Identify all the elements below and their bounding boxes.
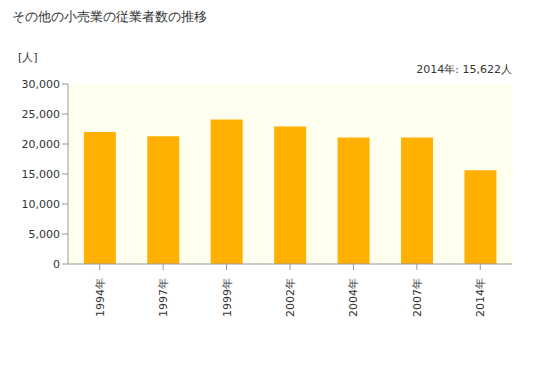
svg-text:30,000: 30,000 — [22, 78, 61, 91]
svg-text:2004年: 2004年 — [347, 278, 360, 317]
html-text:その他の小売業の従業者数の推移: その他の小売業の従業者数の推移 — [12, 9, 207, 24]
svg-text:2002年: 2002年 — [284, 278, 297, 317]
svg-text:10,000: 10,000 — [22, 198, 61, 211]
svg-text:15,000: 15,000 — [22, 168, 61, 181]
svg-text:5,000: 5,000 — [29, 228, 61, 241]
svg-text:20,000: 20,000 — [22, 138, 61, 151]
html-text:[人]: [人] — [18, 51, 38, 64]
svg-text:2007年: 2007年 — [411, 278, 424, 317]
svg-text:25,000: 25,000 — [22, 108, 61, 121]
svg-text:1999年: 1999年 — [221, 278, 234, 317]
svg-text:0: 0 — [53, 258, 60, 271]
svg-text:2014年: 2014年 — [474, 278, 487, 317]
svg-text:1997年: 1997年 — [157, 278, 170, 317]
svg-text:1994年: 1994年 — [94, 278, 107, 317]
html-text:2014年: 15,622人: 2014年: 15,622人 — [416, 63, 512, 76]
